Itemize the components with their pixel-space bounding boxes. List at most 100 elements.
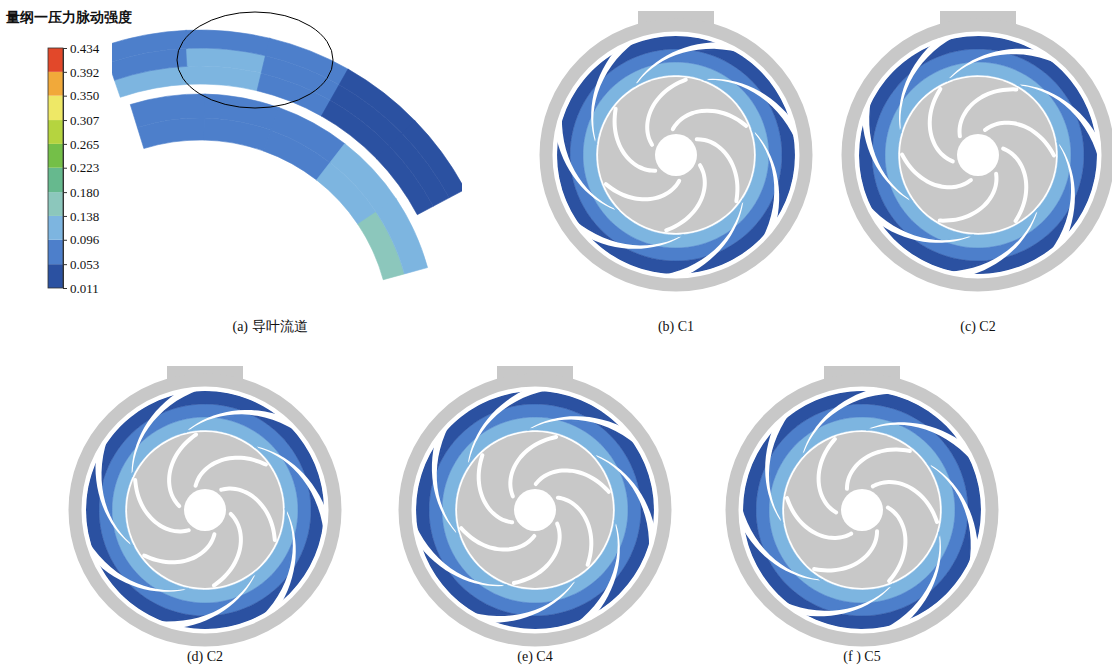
colorbar-tick-mark xyxy=(63,288,67,289)
impeller-blade xyxy=(787,498,851,538)
guide-vane xyxy=(636,42,748,83)
colorbar-tick-mark xyxy=(63,264,67,265)
guide-vane xyxy=(432,418,456,533)
impeller xyxy=(784,432,940,588)
pump xyxy=(405,366,665,640)
impeller-blade xyxy=(536,470,609,491)
impeller-blade xyxy=(514,524,560,583)
colorbar-tick-mark xyxy=(63,216,67,217)
pump xyxy=(732,366,992,640)
impeller-blade xyxy=(819,439,837,512)
panel-label: (c) C2 xyxy=(960,319,995,335)
colorbar-tick: 0.392 xyxy=(63,64,99,79)
passage-field xyxy=(557,36,795,274)
colorbar-tick-mark xyxy=(63,120,67,121)
contour-cell xyxy=(339,69,415,134)
colorbar-tick: 0.350 xyxy=(63,88,99,103)
impeller xyxy=(457,432,613,588)
contour-cell xyxy=(112,30,187,63)
colorbar-band xyxy=(48,240,63,264)
colorbar-band xyxy=(48,120,63,144)
colorbar-band xyxy=(48,168,63,192)
contour-cell xyxy=(402,121,462,198)
pump xyxy=(546,11,806,285)
panel-label: (a) 导叶流道 xyxy=(232,319,307,335)
colorbar-tick: 0.011 xyxy=(63,281,99,296)
hub xyxy=(514,489,556,531)
panel-label: (b) C1 xyxy=(658,319,694,335)
casing xyxy=(405,380,665,640)
colorbar-tick-mark xyxy=(63,48,67,49)
impeller-blade xyxy=(144,534,214,562)
passage-field xyxy=(86,391,324,629)
colorbar-band xyxy=(48,144,63,168)
colorbar-tick: 0.307 xyxy=(63,113,100,128)
colorbar-axis-line xyxy=(64,49,68,289)
impeller-blade xyxy=(606,181,679,200)
colorbar-tick: 0.138 xyxy=(63,209,99,224)
impeller-blade xyxy=(510,437,556,496)
impeller xyxy=(598,77,754,233)
casing xyxy=(732,380,992,640)
casing xyxy=(848,25,1108,285)
colorbar-tick-label: 0.350 xyxy=(70,88,99,103)
impeller-blade xyxy=(558,498,591,565)
colorbar-tick-mark xyxy=(63,240,67,241)
guide-vane xyxy=(95,431,130,545)
colorbar-tick: 0.434 xyxy=(63,41,100,56)
contour-cell xyxy=(265,38,348,85)
impeller-blade xyxy=(697,139,738,201)
impeller-blade xyxy=(888,508,906,581)
colorbar-tick-mark xyxy=(63,168,67,169)
impeller-blade xyxy=(814,531,877,570)
colorbar-tick-label: 0.223 xyxy=(70,160,99,175)
panel-label: (d) C2 xyxy=(187,649,223,665)
contour-cell xyxy=(130,94,205,127)
colorbar-tick: 0.053 xyxy=(63,257,99,272)
impeller-blade xyxy=(873,482,937,522)
contour-cell xyxy=(186,30,271,56)
colorbar-tick: 0.265 xyxy=(63,137,99,152)
colorbar-tick-label: 0.392 xyxy=(70,64,99,79)
panel-label: (f ) C5 xyxy=(843,649,880,665)
figure: 量纲一压力脉动强度0.0110.0530.0960.1380.1800.2230… xyxy=(0,0,1112,669)
colorbar-tick-label: 0.434 xyxy=(70,41,100,56)
impeller-blade xyxy=(930,89,953,161)
guide-vane xyxy=(463,582,575,623)
passage-field xyxy=(416,391,654,629)
colorbar-tick-label: 0.053 xyxy=(70,257,99,272)
highlight-ellipse xyxy=(177,12,333,108)
guide-vane xyxy=(755,132,780,247)
colorbar-tick-label: 0.138 xyxy=(70,209,99,224)
colorbar-tick-label: 0.011 xyxy=(70,281,99,296)
title: 量纲一压力脉动强度 xyxy=(5,9,132,25)
impeller-blade xyxy=(479,455,512,522)
colorbar-tick-label: 0.265 xyxy=(70,137,99,152)
impeller-blade xyxy=(196,458,266,486)
panel-label: (e) C4 xyxy=(517,649,552,665)
passage-field xyxy=(112,30,462,280)
casing xyxy=(75,380,335,640)
guide-vane xyxy=(949,49,1064,79)
hub xyxy=(841,489,883,531)
colorbar-tick-label: 0.096 xyxy=(70,232,100,247)
passage-field xyxy=(859,36,1097,274)
casing xyxy=(546,25,806,285)
colorbar-band xyxy=(48,264,63,288)
impeller-blade xyxy=(461,528,534,549)
colorbar-band xyxy=(48,72,63,96)
guide-vane xyxy=(776,587,891,617)
colorbar-tick-label: 0.307 xyxy=(70,113,100,128)
colorbar-band xyxy=(48,192,63,216)
colorbar-band xyxy=(48,216,63,240)
colorbar-axis: 0.0110.0530.0960.1380.1800.2230.2650.307… xyxy=(63,41,100,296)
impeller xyxy=(900,77,1056,233)
contour-cell xyxy=(204,94,279,130)
colorbar-tick: 0.096 xyxy=(63,232,100,247)
impeller xyxy=(127,432,283,588)
colorbar: 0.0110.0530.0960.1380.1800.2230.2650.307… xyxy=(48,41,100,296)
colorbar-band xyxy=(48,96,63,120)
pump xyxy=(75,366,335,640)
guide-vane xyxy=(188,410,303,435)
impeller-blade xyxy=(1003,149,1026,221)
